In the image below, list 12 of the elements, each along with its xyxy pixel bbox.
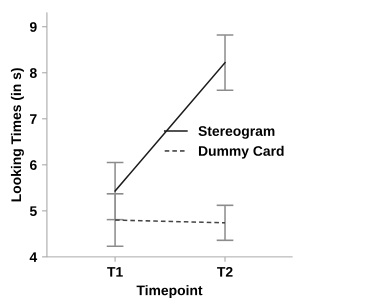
y-axis-title: Looking Times (in s) <box>10 68 24 202</box>
y-tick-label: 5 <box>30 206 37 216</box>
legend-label: Dummy Card <box>198 146 284 159</box>
y-tick-label: 6 <box>30 160 37 170</box>
x-tick-label: T2 <box>217 266 233 277</box>
x-tick-label: T1 <box>107 267 123 277</box>
y-tick-label: 4 <box>30 252 38 262</box>
y-tick-label: 7 <box>30 114 37 124</box>
x-axis-title: Timepoint <box>136 285 202 298</box>
y-tick-label: 8 <box>30 68 37 78</box>
legend-label: Stereogram <box>198 126 274 139</box>
y-tick-label: 9 <box>30 22 37 32</box>
